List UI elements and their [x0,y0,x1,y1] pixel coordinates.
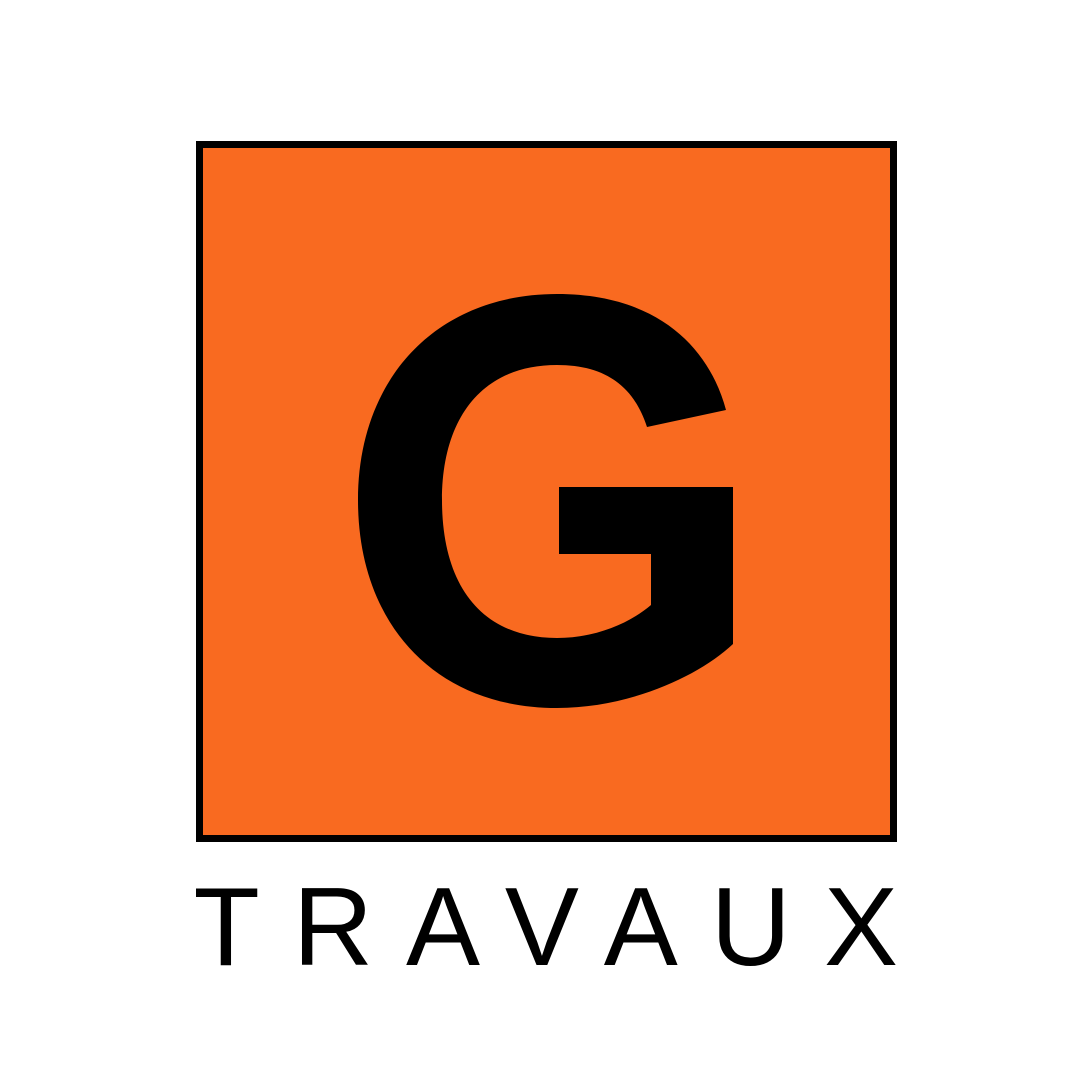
logo-square [196,141,897,842]
wordmark-text: TRAVAUX [196,872,898,978]
logo-wordmark: TRAVAUX [196,872,898,978]
